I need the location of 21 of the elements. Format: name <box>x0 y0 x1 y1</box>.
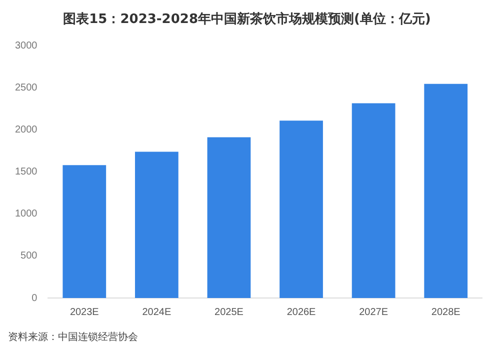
y-tick-label: 0 <box>32 292 38 304</box>
x-tick-label: 2025E <box>214 306 244 318</box>
x-tick-label: 2028E <box>431 306 461 318</box>
bar <box>424 84 468 298</box>
x-tick-label: 2026E <box>286 306 316 318</box>
y-tick-label: 2000 <box>14 124 38 136</box>
bar <box>207 137 251 298</box>
y-tick-label: 3000 <box>14 40 38 52</box>
y-tick-label: 1500 <box>14 166 38 178</box>
y-tick-label: 500 <box>20 250 38 262</box>
bar <box>352 103 396 298</box>
chart-title: 图表15：2023-2028年中国新茶饮市场规模预测(单位：亿元) <box>63 11 431 28</box>
bar <box>134 152 178 298</box>
x-tick-label: 2023E <box>70 306 100 318</box>
x-tick-label: 2024E <box>142 306 172 318</box>
bar <box>280 120 323 298</box>
y-tick-label: 1000 <box>14 208 38 220</box>
y-tick-label: 2500 <box>14 82 38 94</box>
x-tick-label: 2027E <box>359 306 388 318</box>
bar <box>62 165 106 298</box>
text: 资料来源：中国连锁经营协会 <box>8 330 139 344</box>
